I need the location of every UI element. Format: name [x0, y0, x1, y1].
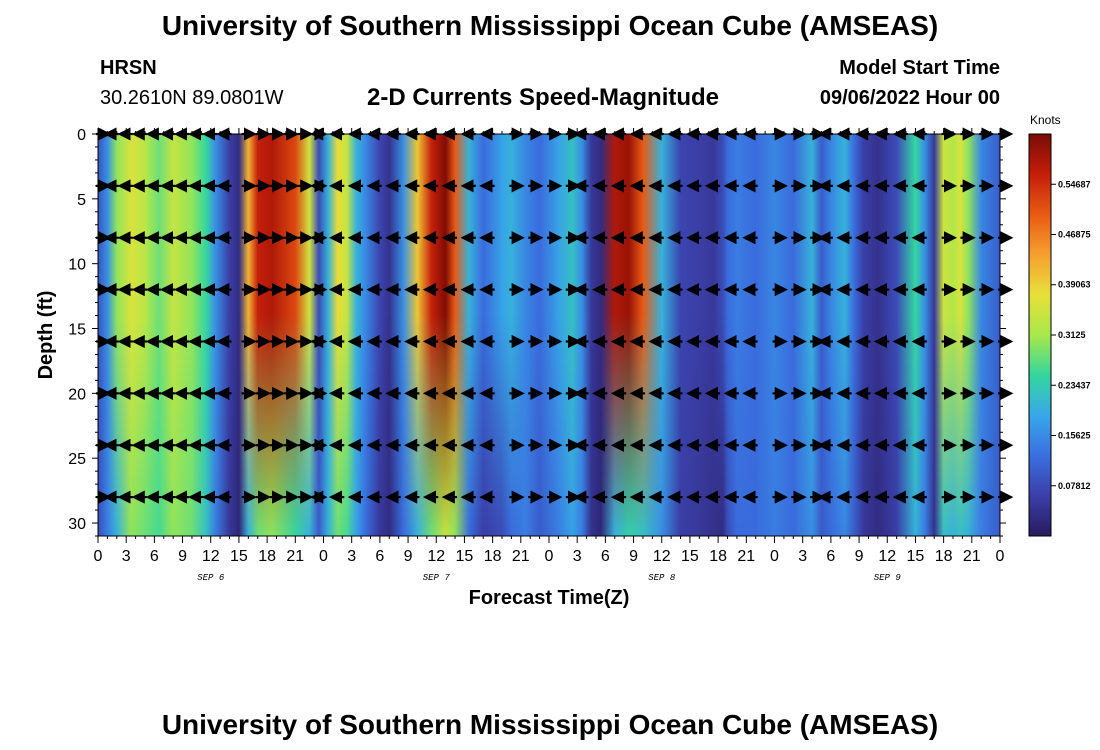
- x-tick-label: 6: [826, 548, 835, 565]
- footer-title: University of Southern Mississippi Ocean…: [161, 709, 939, 740]
- x-tick-label: 9: [178, 548, 187, 565]
- date-label: SEP 6: [197, 573, 225, 583]
- colorbar-tick-label: 0.46875: [1058, 230, 1091, 240]
- colorbar-tick-label: 0.39063: [1058, 280, 1091, 290]
- x-tick-label: 6: [375, 548, 384, 565]
- x-tick-label: 9: [855, 548, 864, 565]
- x-tick-label: 0: [996, 548, 1005, 565]
- x-tick-label: 21: [737, 548, 755, 565]
- x-tick-label: 6: [150, 548, 159, 565]
- x-tick-label: 18: [709, 548, 727, 565]
- x-tick-label: 0: [94, 548, 103, 565]
- y-tick-label: 30: [68, 516, 86, 533]
- station-location: 30.2610N 89.0801W: [100, 87, 284, 109]
- y-axis-label: Depth (ft): [35, 291, 57, 380]
- x-tick-label: 15: [230, 548, 248, 565]
- chart-subtitle: 2-D Currents Speed-Magnitude: [367, 84, 720, 111]
- x-axis: 0 3 6 9 12 15 18 21 0 3 6 9 12 15 18 21 0 3 6 9 12 15 18 21 0 3 6 9…: [94, 128, 1005, 565]
- colorbar-unit: Knots: [1030, 113, 1061, 127]
- date-labels: SEP 6 SEP 7 SEP 8 SEP 9: [197, 573, 901, 583]
- x-tick-label: 6: [601, 548, 610, 565]
- x-tick-label: 18: [484, 548, 502, 565]
- x-tick-label: 12: [202, 548, 220, 565]
- y-tick-label: 25: [68, 451, 86, 468]
- x-tick-label: 0: [545, 548, 554, 565]
- x-axis-label: Forecast Time(Z): [469, 587, 630, 609]
- model-start-label: Model Start Time: [839, 57, 1000, 79]
- y-tick-label: 0: [77, 127, 86, 144]
- colorbar-ticks: 0.54687 0.46875 0.39063 0.3125 0.23437 0.1562…: [1051, 179, 1091, 491]
- y-tick-label: 15: [68, 322, 86, 339]
- station-name: HRSN: [100, 57, 157, 79]
- x-tick-label: 15: [907, 548, 925, 565]
- x-tick-label: 9: [629, 548, 638, 565]
- colorbar-tick-label: 0.54687: [1058, 179, 1091, 189]
- model-start-value: 09/06/2022 Hour 00: [819, 87, 1000, 109]
- colorbar-tick-label: 0.07812: [1058, 481, 1091, 491]
- chart-title: University of Southern Mississippi Ocean…: [161, 10, 939, 41]
- x-tick-label: 15: [456, 548, 474, 565]
- date-label: SEP 7: [423, 573, 451, 583]
- x-tick-label: 3: [347, 548, 356, 565]
- colorbar: [1028, 133, 1052, 537]
- colorbar-tick-label: 0.23437: [1058, 380, 1091, 390]
- colorbar-tick-label: 0.3125: [1058, 330, 1086, 340]
- x-tick-label: 0: [770, 548, 779, 565]
- x-tick-label: 3: [798, 548, 807, 565]
- x-tick-label: 18: [935, 548, 953, 565]
- x-tick-label: 21: [512, 548, 530, 565]
- y-tick-label: 5: [77, 192, 86, 209]
- x-tick-label: 12: [653, 548, 671, 565]
- x-tick-label: 15: [681, 548, 699, 565]
- x-tick-label: 21: [286, 548, 304, 565]
- x-tick-label: 21: [963, 548, 981, 565]
- colorbar-tick-label: 0.15625: [1058, 431, 1091, 441]
- x-tick-label: 12: [427, 548, 445, 565]
- x-tick-label: 18: [258, 548, 276, 565]
- y-tick-label: 20: [68, 386, 86, 403]
- heatmap-top: [98, 134, 1000, 536]
- date-label: SEP 9: [874, 573, 902, 583]
- date-label: SEP 8: [648, 573, 676, 583]
- x-tick-label: 0: [319, 548, 328, 565]
- x-tick-label: 3: [122, 548, 131, 565]
- x-tick-label: 12: [878, 548, 896, 565]
- x-tick-label: 3: [573, 548, 582, 565]
- x-tick-label: 9: [404, 548, 413, 565]
- y-tick-label: 10: [68, 257, 86, 274]
- y-axis: 0 5 10 15 20 25 30: [68, 127, 1006, 537]
